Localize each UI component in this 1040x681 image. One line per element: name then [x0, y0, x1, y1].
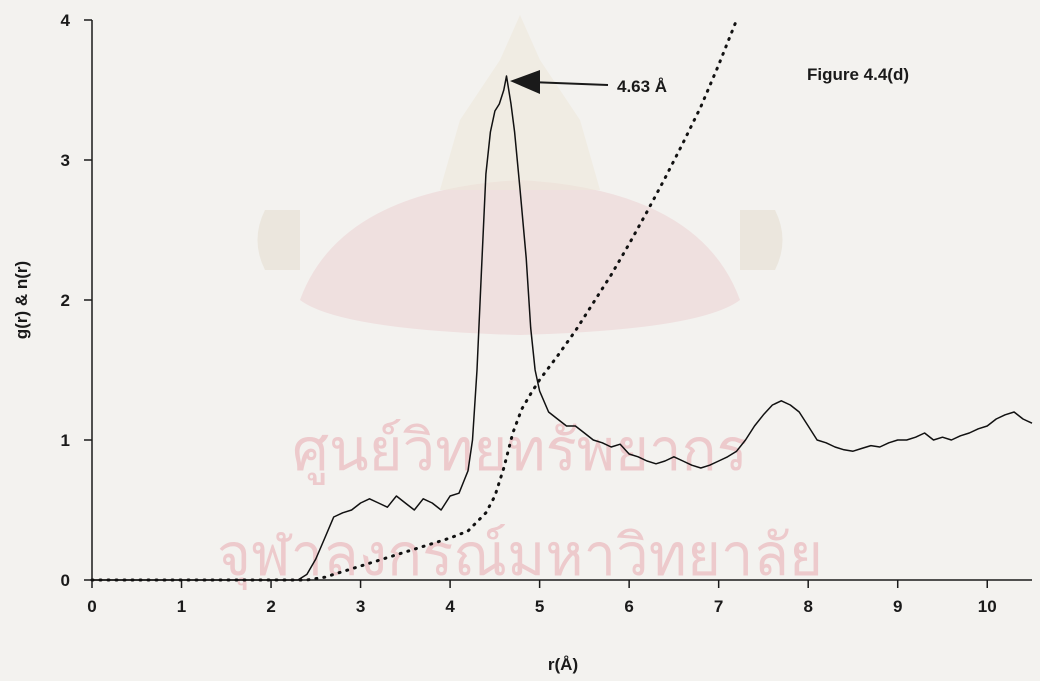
x-tick-label: 0: [87, 597, 96, 616]
y-tick-label: 2: [61, 291, 70, 310]
x-tick-label: 2: [266, 597, 275, 616]
x-axis-ticks: 0 1 2 3 4 5 6 7 8 9 10: [87, 580, 997, 616]
annotation-arrow-shaft: [529, 81, 609, 86]
rdf-series: [92, 75, 1033, 581]
x-tick-label: 1: [177, 597, 186, 616]
peak-annotation: 4.63 Å: [510, 70, 667, 96]
crest-right-pillar-shape: [740, 210, 783, 270]
x-tick-label: 8: [803, 597, 812, 616]
y-tick-label: 4: [61, 11, 71, 30]
x-axis-title: r(Å): [548, 655, 578, 674]
watermark-line-1: ศูนย์วิทยทรัพยากร: [292, 416, 748, 485]
annotation-arrowhead: [510, 70, 540, 94]
figure-label: Figure 4.4(d): [807, 65, 909, 84]
series-layer: [90, 18, 1033, 582]
x-tick-label: 9: [893, 597, 902, 616]
x-tick-label: 3: [356, 597, 365, 616]
crest-body-shape: [300, 180, 740, 335]
y-axis-ticks: 0 1 2 3 4: [61, 11, 92, 590]
x-tick-label: 10: [978, 597, 997, 616]
x-tick-label: 4: [445, 597, 455, 616]
crest-watermark: [257, 15, 783, 335]
y-tick-label: 0: [61, 571, 70, 590]
annotation-label: 4.63 Å: [617, 77, 667, 96]
x-tick-label: 7: [714, 597, 723, 616]
crest-top-shape: [440, 15, 600, 190]
y-tick-label: 3: [61, 151, 70, 170]
x-tick-label: 5: [535, 597, 544, 616]
crest-left-pillar-shape: [257, 210, 300, 270]
y-tick-label: 1: [61, 431, 70, 450]
y-axis-title: g(r) & n(r): [12, 261, 31, 339]
x-tick-label: 6: [624, 597, 633, 616]
